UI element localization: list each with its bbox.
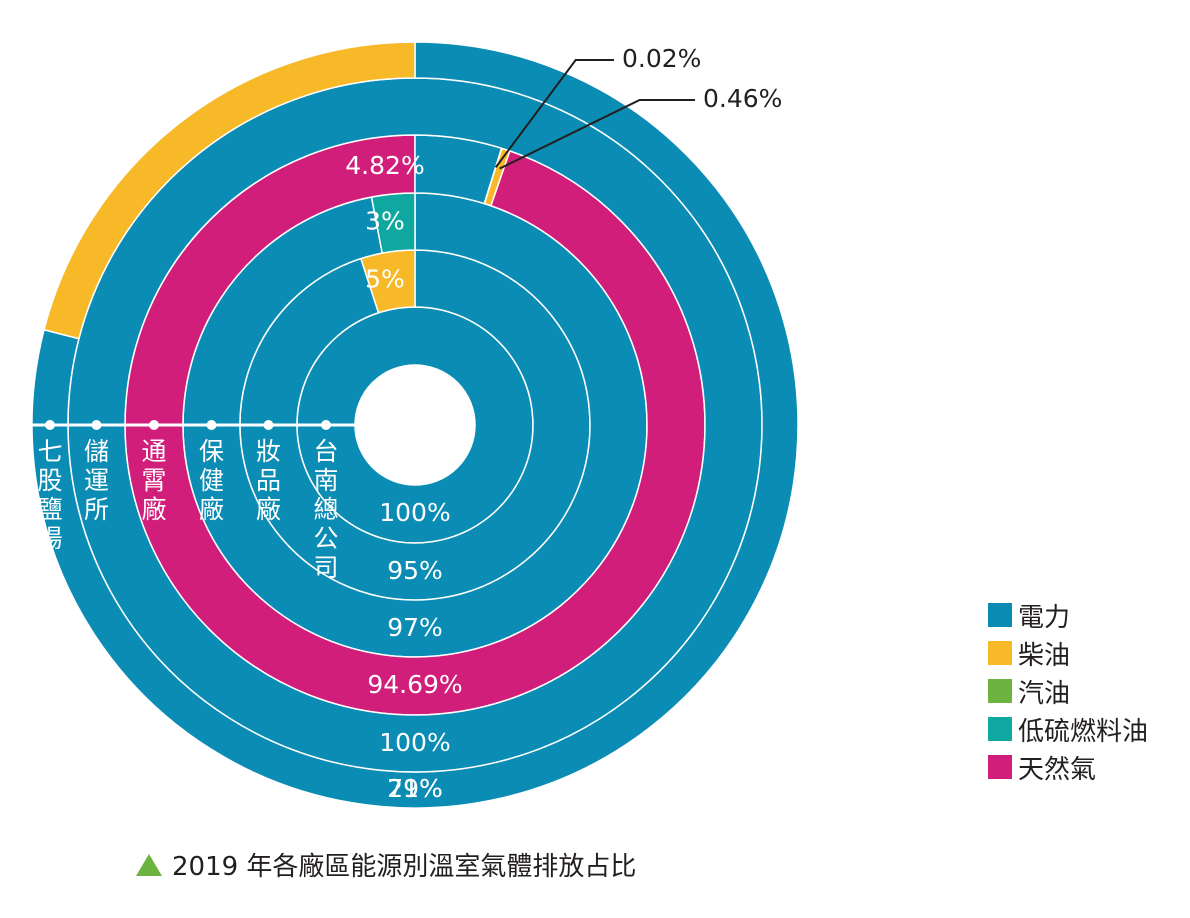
legend-item: 電力 xyxy=(988,596,1148,634)
ring-slice xyxy=(31,41,799,809)
slice-labels: 100% 95% 5% 97% 3% 94.69% 4.82% 100% 79%21% xyxy=(345,151,462,803)
legend-item: 低硫燃料油 xyxy=(988,710,1148,748)
slice-label: 21% xyxy=(387,774,443,803)
legend: 電力 柴油 汽油 低硫燃料油 天然氣 xyxy=(988,596,1148,786)
legend-item: 汽油 xyxy=(988,672,1148,710)
slice-label: 5% xyxy=(365,264,405,293)
site-label: 通霄廠 xyxy=(141,437,166,524)
slice-label: 100% xyxy=(379,728,450,757)
legend-swatch xyxy=(988,755,1012,779)
legend-swatch xyxy=(988,717,1012,741)
slice-label: 3% xyxy=(365,206,405,235)
caption-text: 2019 年各廠區能源別溫室氣體排放占比 xyxy=(172,852,637,882)
site-label: 保健廠 xyxy=(199,437,224,524)
slice-label: 94.69% xyxy=(367,670,462,699)
callout-line xyxy=(494,59,614,168)
legend-label: 柴油 xyxy=(1018,640,1071,671)
legend-label: 天然氣 xyxy=(1018,754,1097,785)
slice-label: 100% xyxy=(379,498,450,527)
legend-label: 電力 xyxy=(1018,602,1071,633)
site-dot xyxy=(206,420,217,430)
legend-swatch xyxy=(988,641,1012,665)
site-dot xyxy=(321,420,331,430)
legend-label: 低硫燃料油 xyxy=(1018,716,1149,747)
triangle-icon xyxy=(136,853,162,876)
callout-line xyxy=(499,99,695,170)
callouts: 0.02%0.46% xyxy=(494,44,782,170)
site-dot xyxy=(149,420,159,430)
site-dot xyxy=(45,420,55,430)
legend-item: 天然氣 xyxy=(988,748,1148,786)
callout-label: 0.02% xyxy=(622,44,701,73)
site-dot xyxy=(263,420,274,430)
legend-swatch xyxy=(988,603,1012,627)
site-label: 台南總公司 xyxy=(313,437,338,582)
site-label: 七股鹽場 xyxy=(37,437,62,553)
legend-swatch xyxy=(988,679,1012,703)
slice-label: 4.82% xyxy=(345,151,424,180)
legend-label: 汽油 xyxy=(1018,678,1071,709)
rings-layer xyxy=(31,41,799,809)
slice-label: 95% xyxy=(387,556,443,585)
site-dot xyxy=(91,420,102,430)
site-label: 儲運所 xyxy=(84,437,109,524)
site-label: 妝品廠 xyxy=(256,437,281,524)
callout-label: 0.46% xyxy=(703,84,782,113)
slice-label: 79% xyxy=(387,774,443,803)
ring-slice xyxy=(43,41,416,340)
slice-label: 97% xyxy=(387,613,443,642)
chart-caption: 2019 年各廠區能源別溫室氣體排放占比 xyxy=(136,846,636,883)
legend-item: 柴油 xyxy=(988,634,1148,672)
